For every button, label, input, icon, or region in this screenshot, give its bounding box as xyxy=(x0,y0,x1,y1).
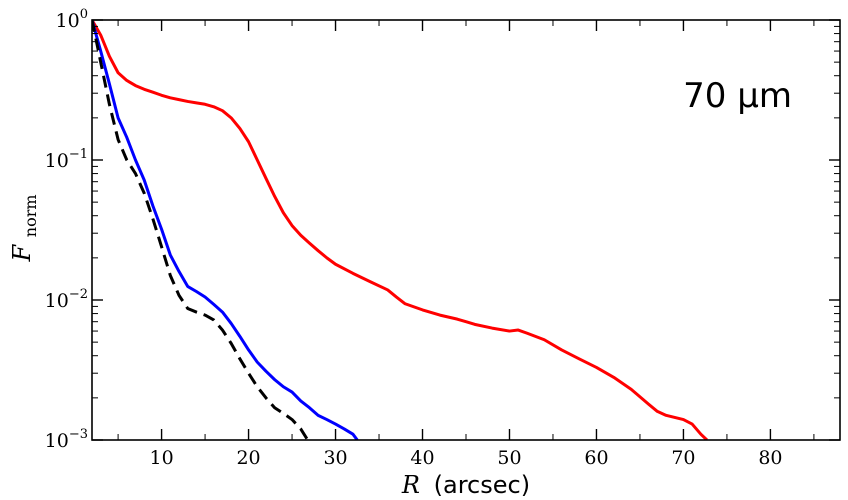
y-tick-label: 100 xyxy=(56,7,88,32)
ticks-layer xyxy=(92,19,840,441)
x-tick-label: 20 xyxy=(236,447,260,469)
panel-annotation: 70 μm xyxy=(683,76,792,116)
series-line-1 xyxy=(92,20,708,440)
x-axis-symbol: R xyxy=(401,471,420,499)
y-tick-label: 10−1 xyxy=(45,147,88,172)
y-axis-symbol: F xyxy=(8,244,36,263)
y-tick-exponent: −1 xyxy=(69,147,88,162)
y-tick-exponent: −3 xyxy=(69,427,88,442)
series-line-3 xyxy=(92,20,309,440)
y-axis-subscript: norm xyxy=(21,194,40,237)
x-tick-label: 10 xyxy=(149,447,173,469)
y-tick-exponent: −2 xyxy=(69,287,88,302)
x-tick-label: 80 xyxy=(758,447,782,469)
x-tick-label: 30 xyxy=(323,447,347,469)
y-tick-base: 10 xyxy=(45,430,69,452)
y-tick-label: 10−3 xyxy=(45,427,88,452)
y-tick-base: 10 xyxy=(45,150,69,172)
y-tick-base: 10 xyxy=(56,10,80,32)
series-line-2 xyxy=(92,20,359,440)
y-tick-base: 10 xyxy=(45,290,69,312)
x-axis-unit: (arcsec) xyxy=(434,471,530,499)
x-axis-title: R (arcsec) xyxy=(401,471,530,499)
y-tick-exponent: 0 xyxy=(80,7,88,22)
x-tick-label: 50 xyxy=(497,447,521,469)
y-axis-title: F norm xyxy=(8,194,40,262)
x-tick-label: 60 xyxy=(584,447,608,469)
x-tick-label: 40 xyxy=(410,447,434,469)
x-tick-label: 70 xyxy=(671,447,695,469)
series-layer xyxy=(92,20,708,440)
y-tick-label: 10−2 xyxy=(45,287,88,312)
